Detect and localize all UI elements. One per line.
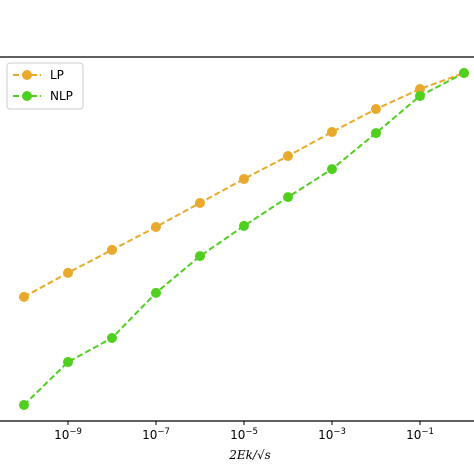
x-tick-base: 10 [142, 428, 157, 442]
point [414, 84, 425, 95]
point [62, 267, 73, 278]
x-tick-exponent: −9 [69, 427, 82, 437]
series-line [23, 72, 465, 298]
point [18, 399, 29, 410]
legend-label: LP [50, 68, 64, 82]
x-tick-label: 10−3 [318, 427, 346, 442]
point [18, 291, 29, 302]
legend-marker [22, 70, 32, 80]
x-tick-label: 10−7 [142, 427, 170, 442]
x-tick-base: 10 [54, 428, 69, 442]
point [106, 244, 117, 255]
point [150, 221, 161, 232]
x-tick-exponent: −7 [157, 427, 170, 437]
point [414, 90, 425, 101]
x-axis-label: 2Ek/√s [228, 448, 271, 462]
legend-label: NLP [50, 89, 73, 103]
point [238, 220, 249, 231]
point [150, 287, 161, 298]
point [62, 357, 73, 368]
x-tick-exponent: −3 [333, 427, 346, 437]
point [370, 104, 381, 115]
x-tick-label: 10−9 [54, 427, 82, 442]
point [458, 68, 469, 79]
point [238, 173, 249, 184]
point [106, 333, 117, 344]
point [194, 197, 205, 208]
point [282, 192, 293, 203]
x-tick-exponent: −1 [421, 427, 434, 437]
point [326, 126, 337, 137]
point [370, 128, 381, 139]
x-tick-label: 10−5 [230, 427, 258, 442]
series-line [23, 72, 465, 406]
x-tick-exponent: −5 [245, 427, 258, 437]
point [282, 151, 293, 162]
legend-marker [22, 91, 32, 101]
point [194, 251, 205, 262]
x-tick-base: 10 [406, 428, 421, 442]
x-tick-base: 10 [318, 428, 333, 442]
point [326, 164, 337, 175]
x-tick-label: 10−1 [406, 427, 434, 442]
x-tick-base: 10 [230, 428, 245, 442]
